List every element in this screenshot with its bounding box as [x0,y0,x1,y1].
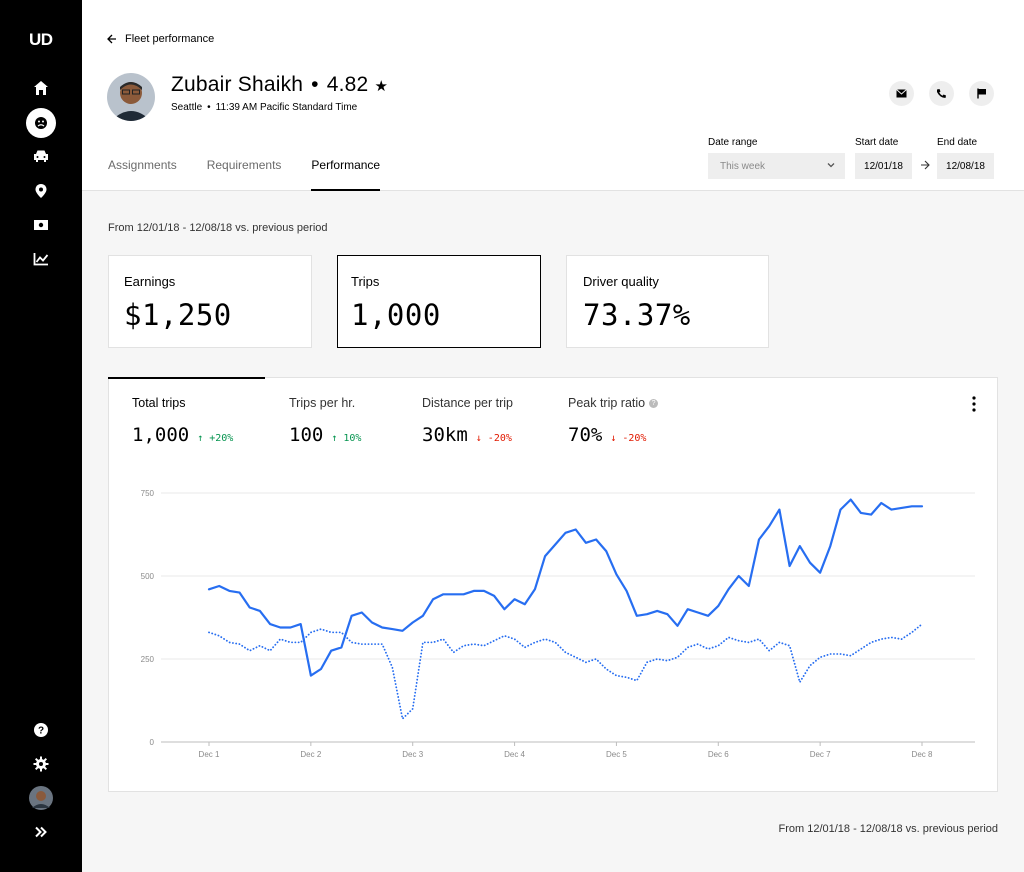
metric-delta: ↓ -20% [610,433,647,444]
y-tick-label: 750 [141,489,155,498]
mail-icon [896,89,907,98]
y-tick-label: 0 [150,738,155,747]
y-tick-label: 500 [141,572,155,581]
card-value: $1,250 [124,298,232,332]
analytics-icon[interactable] [26,244,56,274]
metric-distance-per-trip[interactable]: Distance per trip 30km ↓ -20% [422,396,513,446]
sidebar: UD ? [0,0,82,872]
x-tick-label: Dec 5 [606,750,627,759]
tab-requirements[interactable]: Requirements [206,158,282,172]
driver-quality-card[interactable]: Driver quality 73.37% [566,255,769,348]
message-button[interactable] [889,81,914,106]
more-options-button[interactable] [969,394,979,414]
car-icon[interactable] [26,141,56,171]
metric-value: 100 [289,424,324,446]
metric-total-trips[interactable]: Total trips 1,000 ↑ +20% [132,396,233,446]
trips-line-chart: 0 250 500 750 Dec 1 Dec 2 Dec 3 Dec 4 Dec 5 Dec 6… [141,489,975,759]
arrow-left-icon [107,34,116,44]
back-link-label: Fleet performance [125,33,215,45]
driver-name-row: Zubair Shaikh • 4.82 ★ [171,73,388,97]
separator-dot: • [207,102,211,113]
arrow-right-icon [921,160,930,170]
driver-local-time: 11:39 AM Pacific Standard Time [215,102,358,113]
trips-chart-panel: Total trips 1,000 ↑ +20% Trips per hr. 1… [108,377,998,792]
earnings-card[interactable]: Earnings $1,250 [108,255,312,348]
settings-icon[interactable] [26,749,56,779]
home-icon[interactable] [26,73,56,103]
end-date-input[interactable]: 12/08/18 [937,153,994,179]
expand-icon[interactable] [26,817,56,847]
metric-peak-trip-ratio[interactable]: Peak trip ratio? 70% ↓ -20% [568,396,659,446]
metric-label: Total trips [132,396,186,410]
card-label: Earnings [124,274,176,289]
metric-delta: ↑ 10% [331,433,362,444]
driver-name: Zubair Shaikh [171,73,304,96]
app-logo: UD [29,30,53,49]
end-date-label: End date [937,137,978,148]
start-date-input[interactable]: 12/01/18 [855,153,912,179]
driver-city: Seattle [171,102,203,113]
card-value: 73.37% [583,298,691,332]
flag-icon [976,88,986,99]
previous-period-line [208,623,923,720]
date-range-label: Date range [708,137,758,148]
card-label: Driver quality [583,274,659,289]
x-tick-label: Dec 6 [708,750,729,759]
driver-header: Fleet performance Zubair Shaikh • 4.82 ★ S… [82,0,1024,191]
x-tick-label: Dec 3 [402,750,423,759]
card-value: 1,000 [351,298,441,332]
x-tick-label: Dec 8 [912,750,933,759]
metric-value: 70% [568,424,603,446]
driver-avatar [107,73,155,121]
cash-icon[interactable] [26,210,56,240]
x-tick-label: Dec 4 [504,750,525,759]
back-link[interactable]: Fleet performance [107,33,214,45]
footer-period-text: From 12/01/18 - 12/08/18 vs. previous pe… [778,823,998,835]
period-text: From 12/01/18 - 12/08/18 vs. previous pe… [108,222,328,234]
metric-label: Peak trip ratio? [568,396,659,410]
metric-delta: ↓ -20% [475,433,512,444]
driver-rating: 4.82 [326,73,369,96]
metric-label-text: Peak trip ratio [568,396,646,410]
drivers-icon[interactable] [26,108,56,138]
star-icon: ★ [374,78,389,95]
more-vertical-icon [972,396,976,412]
current-period-line [207,498,924,677]
tab-performance[interactable]: Performance [311,150,381,191]
date-range-select[interactable]: This week [708,153,845,179]
user-avatar[interactable] [26,783,56,813]
metric-trips-per-hour[interactable]: Trips per hr. 100 ↑ 10% [289,396,361,446]
tab-assignments[interactable]: Assignments [108,158,177,172]
info-icon[interactable]: ? [649,399,659,409]
metric-label: Distance per trip [422,396,514,410]
x-tick-label: Dec 2 [300,750,321,759]
metric-label: Trips per hr. [289,396,356,410]
metric-value: 1,000 [132,424,190,446]
y-tick-label: 250 [141,655,155,664]
metric-value: 30km [422,424,468,446]
separator-dot: • [311,73,319,96]
x-tick-label: Dec 7 [810,750,831,759]
driver-location-row: Seattle • 11:39 AM Pacific Standard Time [171,102,357,113]
x-tick-label: Dec 1 [199,750,220,759]
help-icon[interactable]: ? [26,715,56,745]
card-label: Trips [351,274,380,289]
phone-icon [937,89,946,98]
chevron-down-icon [827,163,835,168]
date-range-value: This week [720,161,766,172]
driver-tabs: Assignments Requirements Performance [108,150,410,191]
trips-card[interactable]: Trips 1,000 [337,255,541,348]
start-date-label: Start date [855,137,899,148]
call-button[interactable] [929,81,954,106]
metric-delta: ↑ +20% [197,433,234,444]
location-pin-icon[interactable] [26,176,56,206]
active-metric-indicator [108,377,265,379]
svg-text:?: ? [38,726,44,737]
report-button[interactable] [969,81,994,106]
